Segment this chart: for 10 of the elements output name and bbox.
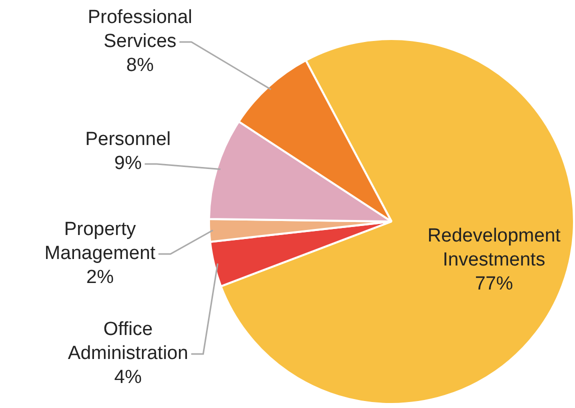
slice-label: Property Management: [44, 219, 156, 264]
data-label: 77%: [474, 273, 514, 294]
data-label: 9%: [114, 153, 142, 174]
data-label: 2%: [86, 267, 114, 288]
data-label: 4%: [114, 367, 142, 388]
data-label: 8%: [126, 55, 154, 76]
slice-label: Office Administration: [68, 319, 188, 364]
slice-label: Redevelopment Investments: [427, 225, 562, 270]
slice-label: Personnel: [85, 129, 171, 150]
slice-label: Professional Services: [88, 7, 192, 52]
